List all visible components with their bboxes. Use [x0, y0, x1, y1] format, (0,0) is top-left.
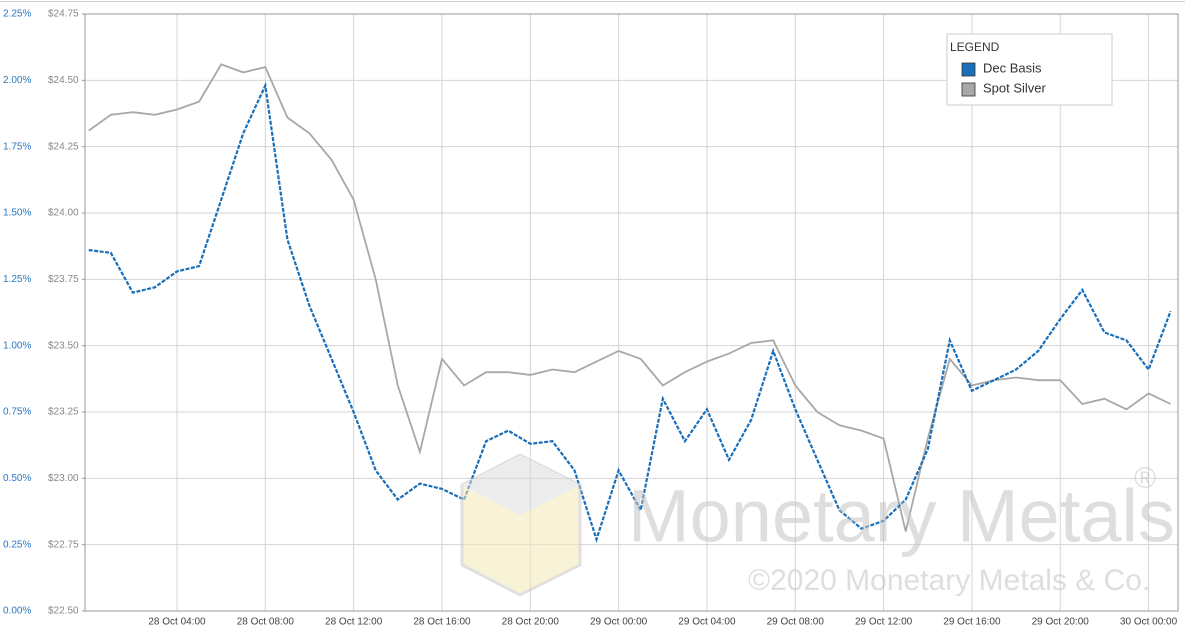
registered-mark: ®	[1134, 462, 1156, 495]
y-tick-label: 0.25%	[3, 539, 31, 550]
x-tick-label: 28 Oct 04:00	[148, 617, 206, 628]
y-tick-label: 1.75%	[3, 141, 31, 152]
legend-label: Spot Silver	[983, 80, 1047, 95]
y2-tick-label: $23.75	[48, 274, 79, 285]
y2-tick-label: $24.25	[48, 141, 79, 152]
x-tick-label: 29 Oct 04:00	[678, 617, 736, 628]
x-tick-label: 29 Oct 00:00	[590, 617, 648, 628]
y-tick-label: 1.50%	[3, 208, 31, 219]
y2-tick-label: $23.00	[48, 473, 79, 484]
y-tick-label: 2.25%	[3, 9, 31, 20]
y2-tick-label: $23.50	[48, 340, 79, 351]
y-tick-label: 1.25%	[3, 274, 31, 285]
watermark-group: Monetary Metals ® ©2020 Monetary Metals …	[460, 453, 1175, 597]
copyright: ©2020 Monetary Metals & Co.	[748, 564, 1150, 597]
x-tick-label: 29 Oct 12:00	[855, 617, 913, 628]
x-tick-label: 29 Oct 08:00	[767, 617, 825, 628]
legend-swatch	[961, 82, 976, 97]
x-tick-label: 28 Oct 08:00	[237, 617, 295, 628]
x-tick-label: 28 Oct 20:00	[502, 617, 560, 628]
legend-swatch	[961, 62, 976, 77]
y-tick-label: 2.00%	[3, 75, 31, 86]
y2-tick-label: $22.50	[48, 606, 79, 617]
y-tick-label: 0.75%	[3, 407, 31, 418]
y2-tick-label: $24.75	[48, 9, 79, 20]
x-tick-label: 29 Oct 16:00	[943, 617, 1001, 628]
plot-border	[84, 13, 1179, 612]
legend-label: Dec Basis	[983, 60, 1042, 75]
y-tick-label: 0.00%	[3, 606, 31, 617]
legend-title: LEGEND	[950, 40, 1000, 54]
x-tick-label: 29 Oct 20:00	[1032, 617, 1090, 628]
lines	[88, 63, 1172, 544]
y2-tick-label: $24.00	[48, 208, 79, 219]
grid: 0.00% 0.25% 0.50% 0.75% 1.00% 1.25% 1.50% 1.75%…	[3, 9, 1179, 628]
legend: LEGEND Dec Basis Spot Silver	[946, 33, 1113, 106]
y-tick-label: 0.50%	[3, 473, 31, 484]
y2-tick-label: $24.50	[48, 75, 79, 86]
logo-top	[462, 455, 580, 515]
y-tick-label: 1.00%	[3, 340, 31, 351]
y2-tick-label: $23.25	[48, 407, 79, 418]
x-tick-label: 28 Oct 16:00	[413, 617, 471, 628]
series-line	[88, 81, 1172, 544]
x-tick-label: 30 Oct 00:00	[1120, 617, 1178, 628]
watermark: Monetary Metals	[628, 475, 1175, 558]
x-tick-label: 28 Oct 12:00	[325, 617, 383, 628]
y2-tick-label: $22.75	[48, 539, 79, 550]
